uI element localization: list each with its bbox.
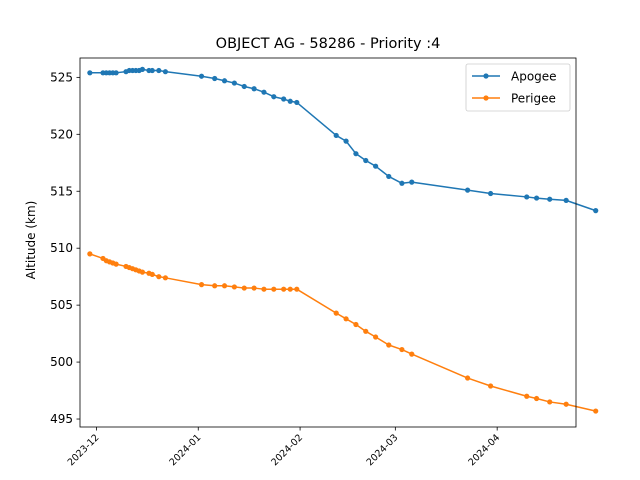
data-point <box>87 251 92 256</box>
data-point <box>251 285 256 290</box>
data-point <box>353 322 358 327</box>
data-point <box>488 383 493 388</box>
data-point <box>534 396 539 401</box>
data-point <box>294 100 299 105</box>
data-point <box>281 96 286 101</box>
x-tick-label: 2024-01 <box>168 432 204 468</box>
legend-marker <box>483 73 488 78</box>
legend-marker <box>483 95 488 100</box>
data-point <box>488 191 493 196</box>
data-point <box>232 80 237 85</box>
legend-label: Apogee <box>511 70 557 84</box>
data-point <box>140 67 145 72</box>
data-point <box>409 352 414 357</box>
data-point <box>399 181 404 186</box>
data-point <box>564 402 569 407</box>
data-point <box>386 342 391 347</box>
y-tick-label: 495 <box>50 412 73 426</box>
data-point <box>150 272 155 277</box>
legend-label: Perigee <box>511 92 556 106</box>
y-tick-label: 525 <box>50 70 73 84</box>
data-point <box>114 262 119 267</box>
data-point <box>334 133 339 138</box>
y-tick-label: 505 <box>50 298 73 312</box>
data-point <box>199 74 204 79</box>
data-point <box>156 274 161 279</box>
chart-title: OBJECT AG - 58286 - Priority :4 <box>216 36 441 52</box>
x-tick-label: 2024-02 <box>269 432 305 468</box>
data-point <box>212 76 217 81</box>
data-point <box>222 283 227 288</box>
data-point <box>271 287 276 292</box>
data-point <box>232 284 237 289</box>
data-point <box>242 84 247 89</box>
data-point <box>140 270 145 275</box>
data-point <box>343 139 348 144</box>
data-point <box>212 283 217 288</box>
axes-frame <box>80 58 576 427</box>
data-point <box>343 316 348 321</box>
data-point <box>593 208 598 213</box>
data-point <box>524 394 529 399</box>
data-point <box>163 275 168 280</box>
x-tick-label: 2023-12 <box>66 432 102 468</box>
data-point <box>87 70 92 75</box>
data-point <box>271 94 276 99</box>
x-tick-label: 2024-03 <box>365 432 401 468</box>
series-perigee <box>87 251 598 413</box>
data-point <box>363 329 368 334</box>
data-point <box>363 158 368 163</box>
data-point <box>465 375 470 380</box>
data-point <box>547 399 552 404</box>
data-point <box>386 174 391 179</box>
data-point <box>353 151 358 156</box>
data-point <box>163 69 168 74</box>
data-point <box>547 197 552 202</box>
y-tick-label: 510 <box>50 241 73 255</box>
data-point <box>261 287 266 292</box>
data-point <box>199 282 204 287</box>
y-tick-label: 500 <box>50 355 73 369</box>
data-point <box>114 70 119 75</box>
data-point <box>564 198 569 203</box>
data-point <box>593 408 598 413</box>
legend: Apogee Perigee <box>466 64 570 111</box>
data-point <box>261 90 266 95</box>
data-point <box>373 334 378 339</box>
data-point <box>222 78 227 83</box>
altitude-chart: OBJECT AG - 58286 - Priority :4 495 500 50… <box>0 0 640 480</box>
data-point <box>409 180 414 185</box>
y-axis-label: Altitude (km) <box>24 201 38 280</box>
data-point <box>334 311 339 316</box>
data-point <box>399 347 404 352</box>
y-tick-label: 520 <box>50 127 73 141</box>
data-point <box>465 188 470 193</box>
data-point <box>251 86 256 91</box>
data-point <box>242 285 247 290</box>
data-point <box>156 68 161 73</box>
data-point <box>373 164 378 169</box>
data-point <box>524 194 529 199</box>
data-point <box>288 99 293 104</box>
data-point <box>281 287 286 292</box>
data-point <box>288 287 293 292</box>
data-point <box>534 195 539 200</box>
x-tick-label: 2024-04 <box>466 432 502 468</box>
y-tick-label: 515 <box>50 184 73 198</box>
plot-area: 495 500 505 510 515 520 525 2023-12 2024-01 2024-… <box>50 58 598 468</box>
data-point <box>150 68 155 73</box>
data-point <box>294 287 299 292</box>
